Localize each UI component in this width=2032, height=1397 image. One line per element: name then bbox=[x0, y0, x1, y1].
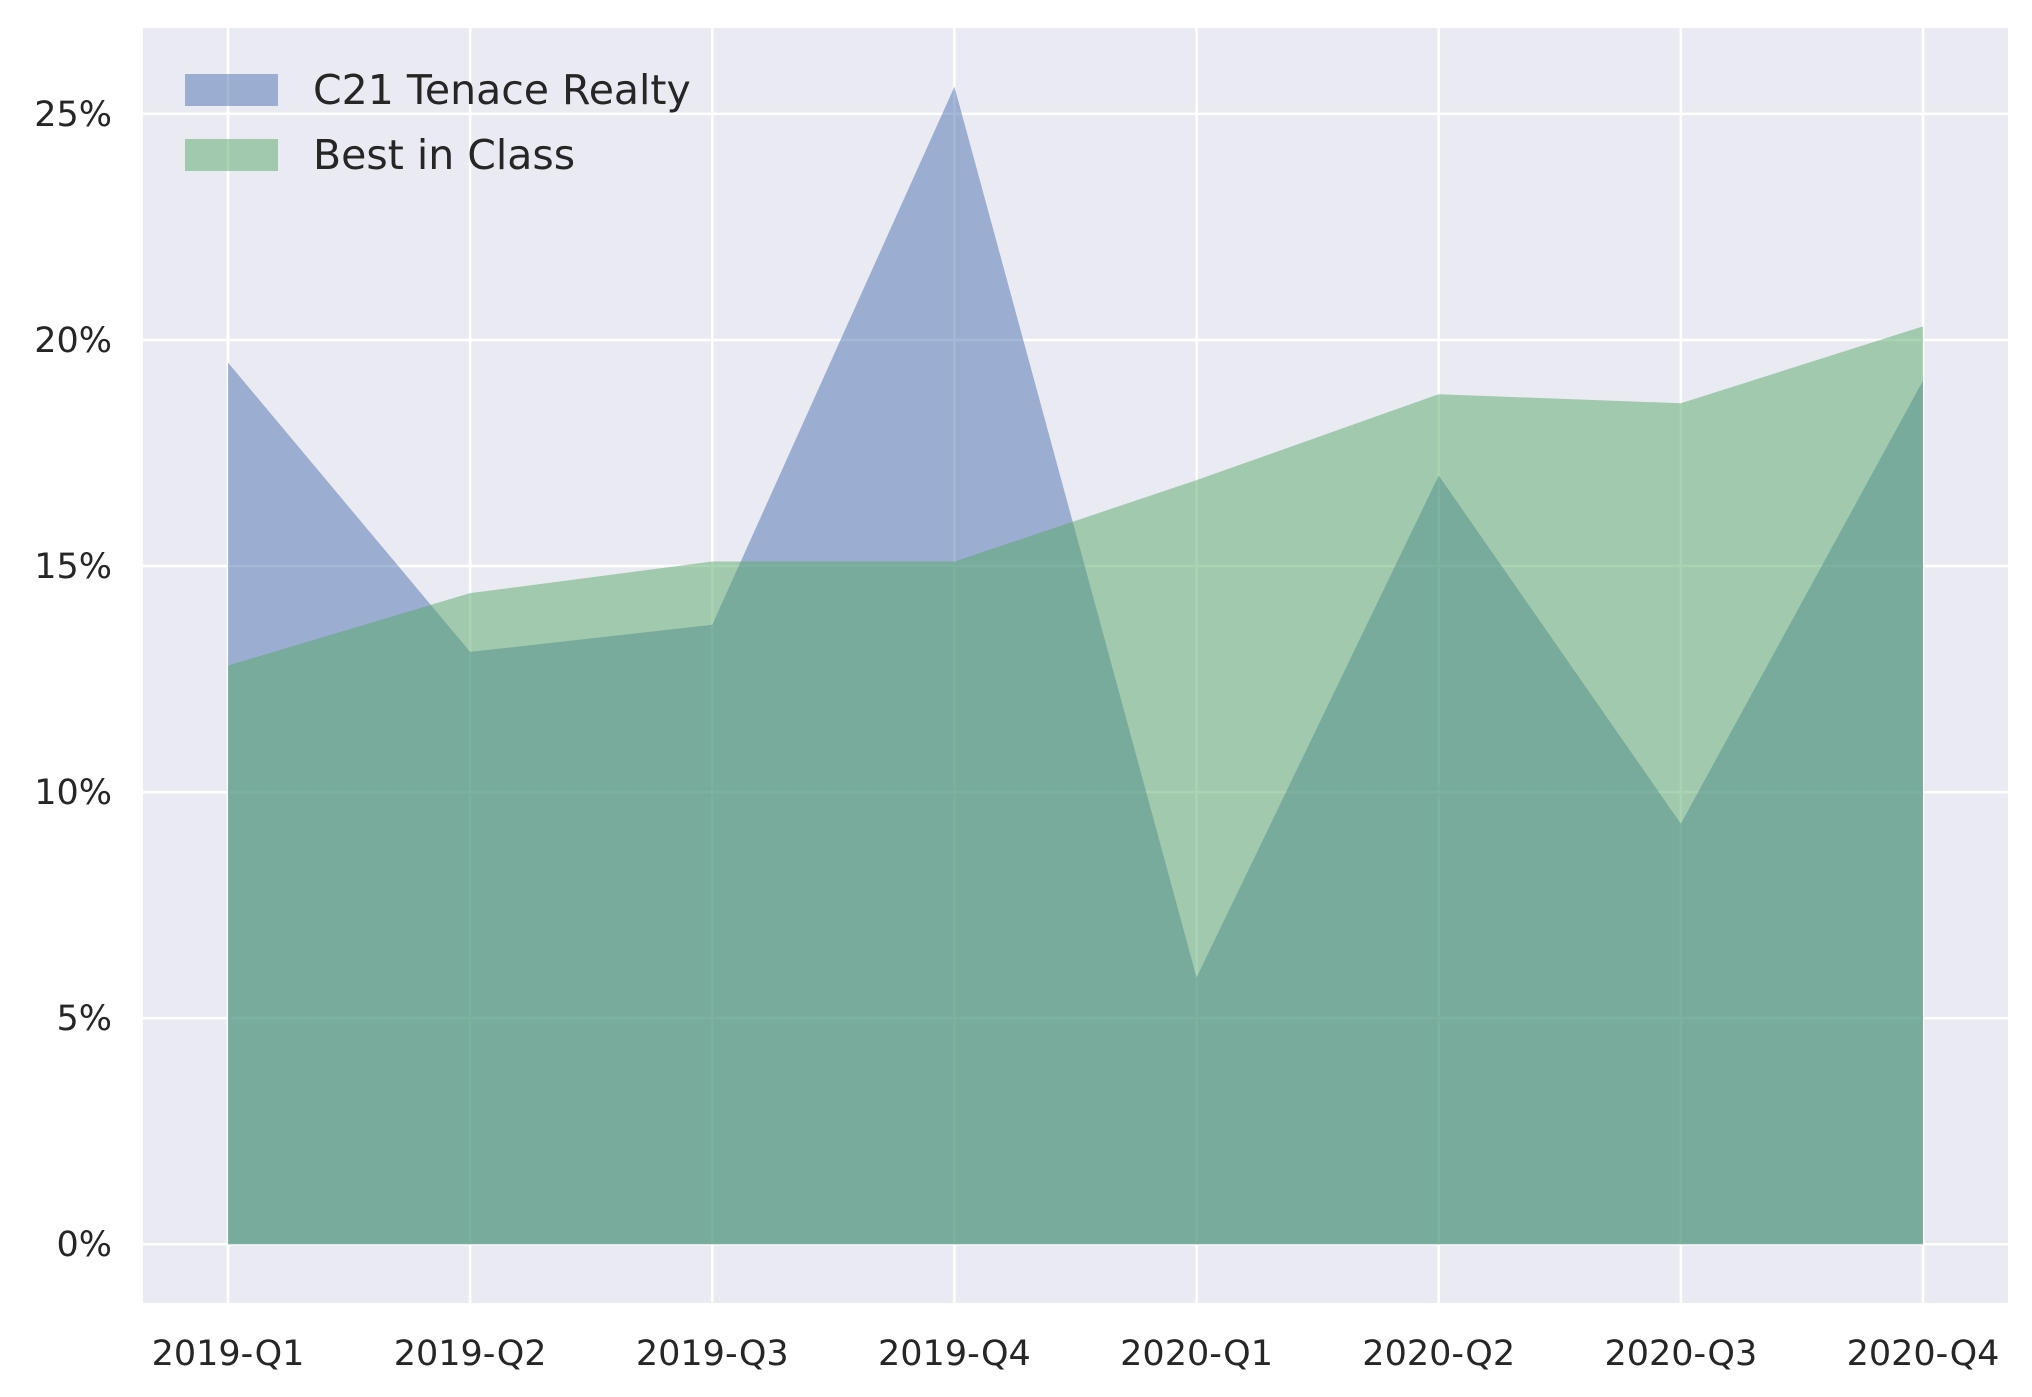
x-tick-label: 2020-Q1 bbox=[1120, 1334, 1273, 1374]
x-tick-label: 2020-Q4 bbox=[1847, 1334, 2000, 1374]
legend-label-best-in-class: Best in Class bbox=[313, 131, 575, 179]
area-best-in-class bbox=[228, 326, 1923, 1245]
area-series-group bbox=[228, 86, 1923, 1245]
y-tick-label: 0% bbox=[56, 1225, 112, 1265]
y-tick-label: 5% bbox=[56, 999, 112, 1039]
legend-label-c21-tenace-realty: C21 Tenace Realty bbox=[313, 66, 691, 114]
y-axis-ticks: 0% 5% 10% 15% 20% 25% bbox=[34, 95, 112, 1265]
x-axis-ticks: 2019-Q1 2019-Q2 2019-Q3 2019-Q4 2020-Q1 2020-… bbox=[152, 1334, 2000, 1374]
x-tick-label: 2020-Q2 bbox=[1362, 1334, 1515, 1374]
x-tick-label: 2019-Q1 bbox=[152, 1334, 305, 1374]
x-tick-label: 2019-Q2 bbox=[394, 1334, 547, 1374]
y-tick-label: 15% bbox=[34, 547, 112, 587]
y-tick-label: 10% bbox=[34, 773, 112, 813]
y-tick-label: 25% bbox=[34, 95, 112, 135]
x-tick-label: 2019-Q4 bbox=[878, 1334, 1031, 1374]
legend-swatch-best-in-class bbox=[185, 139, 278, 171]
y-tick-label: 20% bbox=[34, 321, 112, 361]
x-tick-label: 2019-Q3 bbox=[636, 1334, 789, 1374]
legend-swatch-c21-tenace-realty bbox=[185, 74, 278, 106]
legend: C21 Tenace Realty Best in Class bbox=[185, 66, 691, 179]
x-tick-label: 2020-Q3 bbox=[1604, 1334, 1757, 1374]
